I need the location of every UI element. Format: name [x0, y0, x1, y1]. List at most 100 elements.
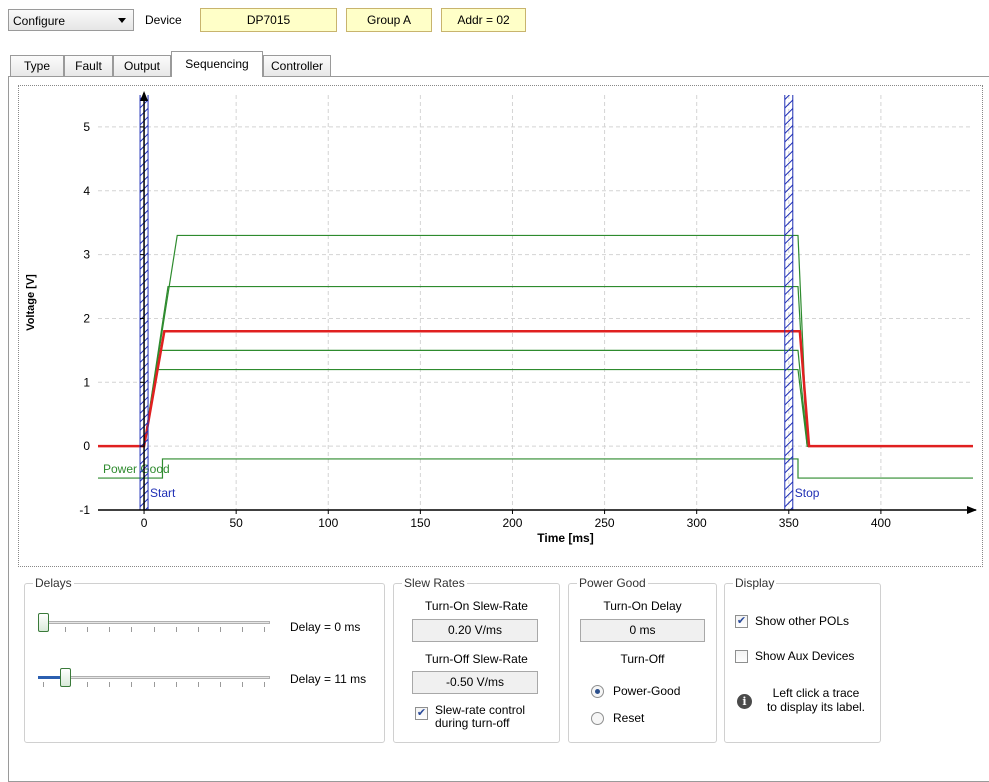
delay-slider-1[interactable]	[34, 612, 274, 636]
turn-off-slew-label: Turn-Off Slew-Rate	[425, 652, 528, 666]
y-tick-label: 1	[83, 375, 90, 389]
slider-tick	[43, 682, 44, 687]
turn-on-slew-label: Turn-On Slew-Rate	[425, 599, 528, 613]
slider-tick	[175, 627, 177, 632]
slew-rate-control-label-line1: Slew-rate control	[435, 703, 526, 717]
marker-start-label: Start	[150, 486, 176, 500]
tab-type[interactable]: Type	[10, 55, 64, 76]
delays-group: Delays	[24, 576, 385, 743]
slider-thumb[interactable]	[38, 613, 49, 632]
show-other-pols-label: Show other POLs	[755, 614, 850, 628]
display-hint-line1: Left click a trace	[772, 686, 860, 700]
slider-tick	[131, 627, 133, 632]
slider-track	[38, 676, 270, 679]
x-tick-label: 200	[502, 516, 522, 530]
delays-title: Delays	[33, 576, 74, 590]
delay-2-value: Delay = 11 ms	[290, 672, 367, 686]
x-axis-label: Time [ms]	[537, 531, 593, 545]
mode-dropdown-value: Configure	[13, 14, 66, 28]
slider-tick	[219, 682, 221, 687]
turn-on-slew-field[interactable]: 0.20 V/ms	[412, 619, 538, 642]
slider-tick	[153, 682, 155, 687]
tab-controller[interactable]: Controller	[263, 55, 331, 76]
slider-fill	[38, 676, 65, 679]
slider-tick	[109, 682, 111, 687]
show-aux-devices-label: Show Aux Devices	[755, 649, 855, 663]
chevron-down-icon	[118, 18, 126, 23]
tab-panel	[8, 76, 989, 782]
voltage-trace-4	[98, 368, 973, 447]
marker-stop-label: Stop	[795, 486, 820, 500]
turn-on-delay-label: Turn-On Delay	[603, 599, 682, 613]
slider-tick	[153, 627, 155, 632]
sequencing-chart[interactable]: Power Good Start Stop 0 50 100 150 200 250 300 3…	[18, 85, 983, 567]
power-good-radio-label: Power-Good	[613, 684, 681, 698]
slider-track	[38, 621, 270, 624]
slider-tick	[197, 627, 199, 632]
power-good-radio[interactable]	[591, 685, 604, 698]
y-axis-label: Voltage [V]	[25, 274, 37, 331]
slider-tick	[87, 682, 89, 687]
display-group: Display	[724, 576, 881, 743]
slider-tick	[219, 627, 221, 632]
x-tick-label: 350	[779, 516, 799, 530]
y-tick-label: 0	[83, 439, 90, 453]
display-title: Display	[733, 576, 777, 590]
y-axis-arrow	[140, 91, 149, 101]
show-aux-devices-checkbox[interactable]	[735, 650, 748, 663]
power-good-trace	[98, 458, 973, 479]
slider-tick	[87, 627, 89, 632]
marker-stop-hatch	[784, 95, 793, 510]
mode-dropdown[interactable]: Configure	[8, 9, 134, 31]
x-tick-label: 400	[871, 516, 891, 530]
power-good-group: Power Good	[568, 576, 717, 743]
tab-output[interactable]: Output	[113, 55, 171, 76]
x-tick-label: 250	[595, 516, 615, 530]
slider-thumb[interactable]	[60, 668, 72, 687]
slider-tick	[241, 627, 243, 632]
display-hint-line2: to display its label.	[766, 700, 866, 714]
x-tick-label: 150	[410, 516, 430, 530]
slider-tick	[264, 682, 265, 687]
slider-tick	[264, 627, 265, 632]
delay-1-value: Delay = 0 ms	[290, 620, 361, 634]
y-tick-label: 2	[83, 311, 90, 325]
voltage-trace-3	[98, 349, 973, 447]
show-other-pols-checkbox[interactable]: ✔	[735, 615, 748, 628]
y-tick-label: 5	[83, 120, 90, 134]
chart-frame	[18, 85, 983, 567]
x-tick-label: 0	[141, 516, 148, 530]
info-icon: i	[737, 694, 752, 709]
slider-tick	[197, 682, 199, 687]
turn-off-label: Turn-Off	[620, 652, 665, 666]
x-tick-label: 50	[229, 516, 243, 530]
power-good-trace-label: Power Good	[103, 462, 170, 476]
voltage-trace-1	[98, 234, 973, 447]
reset-radio[interactable]	[591, 712, 604, 725]
slew-rate-control-checkbox[interactable]: ✔	[415, 707, 428, 720]
slider-tick	[241, 682, 243, 687]
reset-radio-label: Reset	[613, 711, 645, 725]
y-tick-label: -1	[79, 503, 90, 517]
group-box: Group A	[346, 8, 432, 32]
x-tick-label: 100	[318, 516, 338, 530]
slew-rates-group: Slew Rates	[393, 576, 560, 743]
delay-slider-2[interactable]	[34, 667, 274, 691]
voltage-trace-2	[98, 285, 973, 447]
turn-on-delay-field[interactable]: 0 ms	[580, 619, 705, 642]
slider-tick	[109, 627, 111, 632]
display-hint: Left click a trace to display its label.	[757, 686, 875, 714]
y-tick-label: 4	[83, 184, 90, 198]
address-box: Addr = 02	[441, 8, 526, 32]
slider-tick	[131, 682, 133, 687]
tab-fault[interactable]: Fault	[64, 55, 113, 76]
y-tick-label: 3	[83, 248, 90, 262]
device-name-box: DP7015	[200, 8, 337, 32]
x-tick-label: 300	[687, 516, 707, 530]
slider-tick	[65, 627, 67, 632]
turn-off-slew-field[interactable]: -0.50 V/ms	[412, 671, 538, 694]
tab-sequencing[interactable]: Sequencing	[171, 51, 263, 77]
x-axis-arrow	[967, 506, 977, 514]
power-good-title: Power Good	[577, 576, 648, 590]
device-label: Device	[145, 13, 182, 27]
